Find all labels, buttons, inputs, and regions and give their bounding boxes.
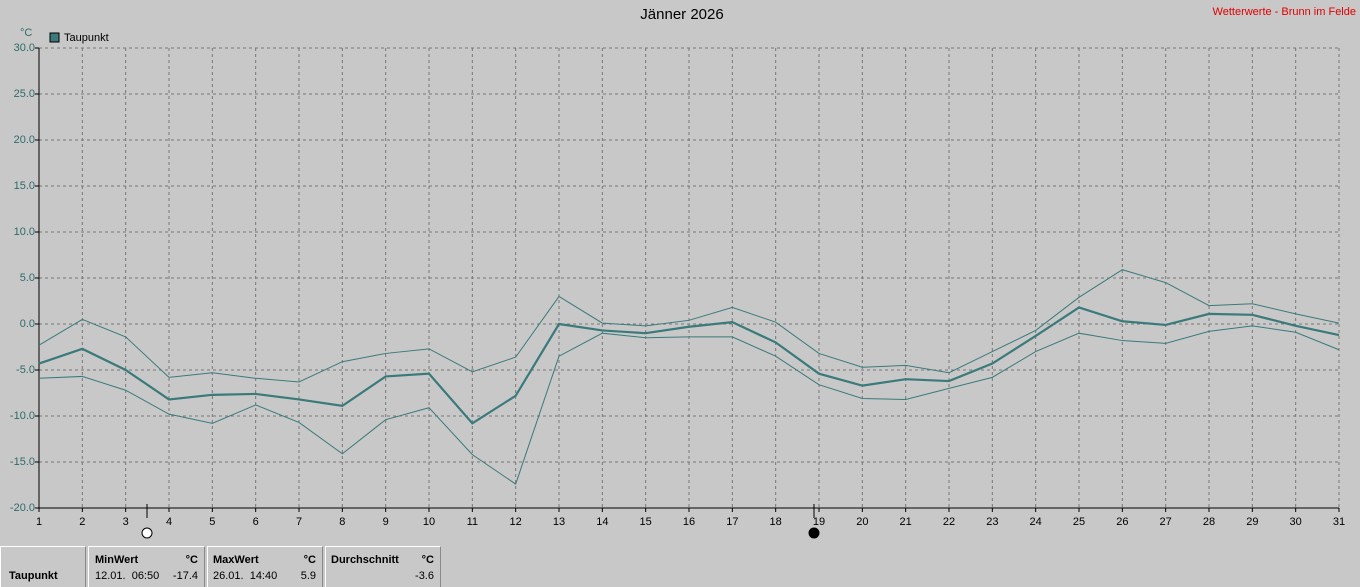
x-tick-label: 13: [553, 516, 565, 528]
stats-label-cell: Taupunkt: [0, 546, 86, 587]
max-time: 26.01. 14:40: [213, 570, 278, 582]
x-tick-label: 8: [339, 516, 345, 528]
x-tick-label: 17: [726, 516, 738, 528]
chart-title: Jänner 2026: [640, 6, 723, 23]
y-tick-label: 0.0: [20, 318, 35, 330]
y-tick-label: 20.0: [14, 134, 35, 146]
legend-swatch: [49, 32, 60, 43]
x-tick-label: 24: [1030, 516, 1042, 528]
x-tick-label: 26: [1116, 516, 1128, 528]
avg-unit: °C: [421, 554, 434, 566]
y-tick-label: 5.0: [20, 272, 35, 284]
max-unit: °C: [303, 554, 316, 566]
chart-subtitle: Wetterwerte - Brunn im Felde: [1213, 6, 1356, 18]
y-tick-label: -10.0: [10, 410, 35, 422]
legend-label: Taupunkt: [64, 32, 109, 44]
max-title: MaxWert: [213, 554, 259, 566]
avg-value: -3.6: [415, 570, 434, 582]
full-moon-icon: [141, 527, 153, 539]
x-tick-label: 2: [79, 516, 85, 528]
series-line: [38, 269, 1340, 383]
x-tick-label: 23: [986, 516, 998, 528]
x-tick-label: 22: [943, 516, 955, 528]
min-unit: °C: [185, 554, 198, 566]
x-tick-label: 30: [1290, 516, 1302, 528]
y-tick-label: -20.0: [10, 502, 35, 514]
min-time: 12.01. 06:50: [95, 570, 160, 582]
x-tick-label: 3: [123, 516, 129, 528]
max-cell: MaxWert °C 26.01. 14:40 5.9: [207, 546, 323, 587]
y-tick-label: -5.0: [16, 364, 35, 376]
y-tick-label: 15.0: [14, 180, 35, 192]
x-tick-label: 16: [683, 516, 695, 528]
x-tick-label: 11: [467, 516, 478, 528]
x-tick-label: 10: [423, 516, 435, 528]
x-tick-label: 6: [253, 516, 259, 528]
x-tick-label: 15: [640, 516, 652, 528]
x-tick-label: 29: [1246, 516, 1258, 528]
x-tick-label: 21: [900, 516, 912, 528]
x-tick-label: 20: [856, 516, 868, 528]
x-tick-label: 19: [813, 516, 825, 528]
chart: Jänner 2026 Wetterwerte - Brunn im Felde…: [10, 6, 1356, 539]
y-tick-label: 10.0: [14, 226, 35, 238]
x-tick-label: 4: [166, 516, 172, 528]
min-value: -17.4: [172, 570, 198, 582]
max-value: 5.9: [300, 570, 316, 582]
x-tick-label: 14: [596, 516, 608, 528]
y-tick-label: -15.0: [10, 456, 35, 468]
x-tick-label: 12: [510, 516, 522, 528]
x-tick-label: 18: [770, 516, 782, 528]
avg-title: Durchschnitt: [331, 554, 399, 566]
series-line: [38, 325, 1340, 485]
x-tick-label: 31: [1333, 516, 1345, 528]
min-cell: MinWert °C 12.01. 06:50 -17.4: [88, 546, 205, 587]
x-tick-label: 27: [1160, 516, 1172, 528]
x-tick-label: 28: [1203, 516, 1215, 528]
y-tick-label: 25.0: [14, 88, 35, 100]
x-tick-label: 9: [383, 516, 389, 528]
x-tick-label: 7: [296, 516, 302, 528]
stats-label: Taupunkt: [9, 570, 58, 582]
x-tick-label: 1: [36, 516, 42, 528]
y-tick-label: 30.0: [14, 42, 35, 54]
min-title: MinWert: [95, 554, 139, 566]
x-tick-label: 5: [209, 516, 215, 528]
grid: [39, 47, 1340, 508]
avg-cell: Durchschnitt °C -3.6: [325, 546, 441, 587]
new-moon-icon: [808, 527, 820, 539]
x-tick-label: 25: [1073, 516, 1085, 528]
y-axis-label: °C: [20, 27, 32, 39]
series-line: [38, 306, 1340, 425]
